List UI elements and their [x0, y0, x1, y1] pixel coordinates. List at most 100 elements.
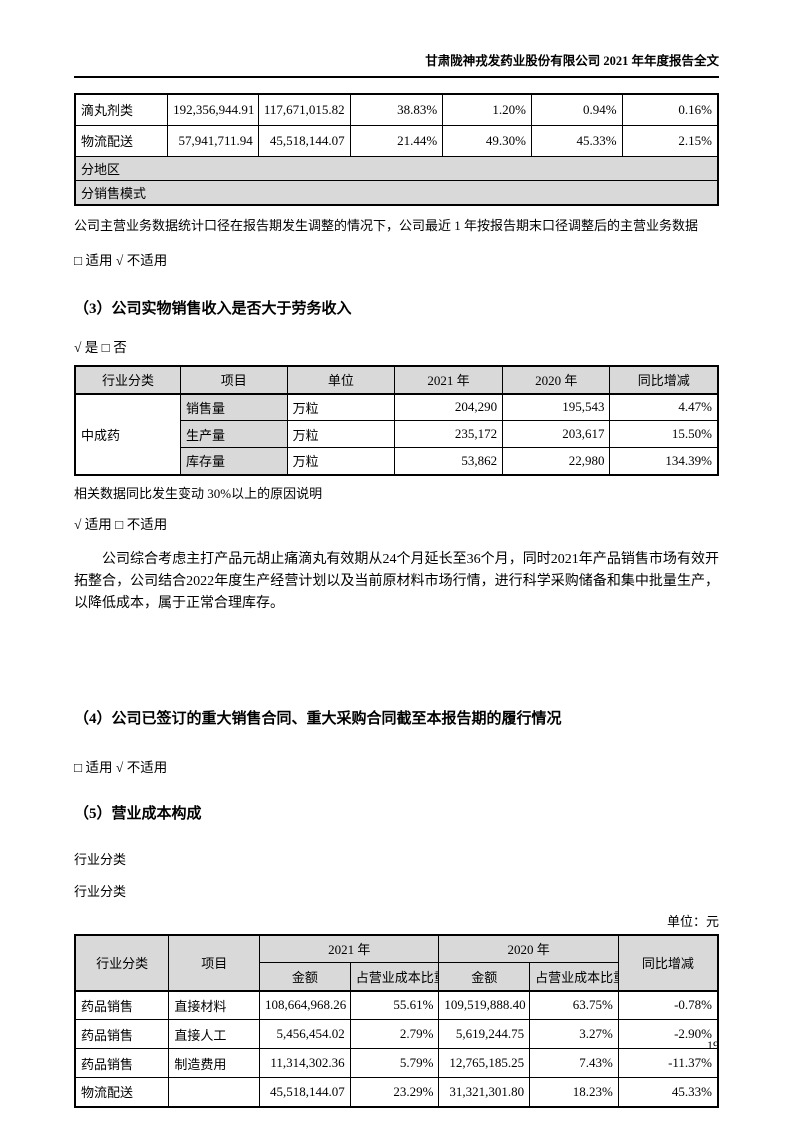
table-header-row: 行业分类 项目 单位 2021 年 2020 年 同比增减	[74, 365, 719, 395]
table-cell: 药品销售	[74, 1019, 170, 1049]
table-cell: 销售量	[179, 393, 288, 421]
checkbox-line-applicable: √ 适用 □ 不适用	[74, 516, 168, 532]
table-cell: 45.33%	[530, 124, 623, 157]
table-row: 库存量 万粒 53,862 22,980 134.39%	[75, 447, 719, 475]
industry-classification-label: 行业分类	[74, 883, 127, 899]
column-header: 项目	[179, 365, 288, 395]
table-row: 药品销售 直接材料 108,664,968.26 55.61% 109,519,…	[74, 990, 719, 1020]
table-cell: 108,664,968.26	[259, 990, 351, 1020]
column-header: 行业分类	[74, 365, 181, 395]
table-cell: 31,321,301.80	[438, 1077, 531, 1107]
column-header: 2021 年	[394, 365, 504, 395]
revenue-breakdown-table: 滴丸剂类 192,356,944.91 117,671,015.82 38.83…	[74, 93, 719, 206]
note-change-reason: 相关数据同比发生变动 30%以上的原因说明	[74, 485, 323, 501]
table-cell: 2.15%	[621, 124, 719, 157]
table-cell: 204,290	[394, 393, 504, 421]
column-header-2021: 2021 年	[259, 934, 440, 963]
table-cell: 53,862	[394, 447, 504, 475]
table-section-row: 分销售模式	[74, 179, 719, 205]
section-5-heading: （5）营业成本构成	[74, 805, 202, 822]
table-section-cell: 分销售模式	[74, 179, 719, 205]
table-cell: 5,619,244.75	[438, 1019, 531, 1049]
operating-cost-table: 行业分类 项目 2021 年 2020 年 同比增减 金额 占营业成本比重 金额…	[74, 933, 719, 1108]
table-cell: 22,980	[502, 447, 611, 475]
table-cell: -11.37%	[617, 1048, 719, 1078]
table-cell	[168, 1077, 261, 1107]
table-cell: 57,941,711.94	[167, 124, 259, 157]
table-cell: 物流配送	[74, 124, 169, 157]
report-header-title: 甘肃陇神戎发药业股份有限公司 2021 年年度报告全文	[74, 0, 719, 78]
table-cell: -0.78%	[617, 990, 719, 1020]
explanation-paragraph: 公司综合考虑主打产品元胡止痛滴丸有效期从24个月延长至36个月，同时2021年产…	[74, 551, 719, 611]
table-cell: 45,518,144.07	[257, 124, 351, 157]
table-cell: 4.47%	[609, 393, 719, 421]
table-cell: 45,518,144.07	[259, 1077, 351, 1107]
table-cell: 滴丸剂类	[74, 93, 169, 126]
table-section-row: 分地区	[74, 155, 719, 181]
column-subheader: 占营业成本比重	[529, 962, 619, 992]
page-number: 19	[707, 1038, 719, 1052]
table-cell: 5.79%	[349, 1048, 440, 1078]
note-adjustment: 公司主营业务数据统计口径在报告期发生调整的情况下，公司最近 1 年按报告期末口径…	[74, 217, 699, 233]
table-row: 生产量 万粒 235,172 203,617 15.50%	[75, 420, 719, 448]
checkbox-line-not-applicable: □ 适用 √ 不适用	[74, 759, 168, 775]
column-header: 同比增减	[609, 365, 719, 395]
sales-volume-table: 行业分类 项目 单位 2021 年 2020 年 同比增减 中成药 销售量 万粒…	[74, 364, 719, 476]
table-cell: 235,172	[394, 420, 504, 448]
table-cell: 直接材料	[168, 990, 261, 1020]
table-cell: 49.30%	[442, 124, 532, 157]
table-cell: 38.83%	[349, 93, 444, 126]
table-header-row: 行业分类 项目 2021 年 2020 年 同比增减	[74, 934, 719, 992]
table-cell: 192,356,944.91	[167, 93, 259, 126]
unit-label: 单位：元	[666, 913, 719, 929]
column-header: 同比增减	[617, 934, 719, 992]
table-cell: 万粒	[286, 420, 396, 448]
table-row: 物流配送 45,518,144.07 23.29% 31,321,301.80 …	[74, 1077, 719, 1107]
table-row: 物流配送 57,941,711.94 45,518,144.07 21.44% …	[74, 124, 719, 157]
table-row: 药品销售 直接人工 5,456,454.02 2.79% 5,619,244.7…	[74, 1019, 719, 1049]
column-header: 单位	[286, 365, 396, 395]
table-cell: 21.44%	[349, 124, 444, 157]
column-header: 2020 年	[502, 365, 611, 395]
table-cell: 5,456,454.02	[259, 1019, 351, 1049]
table-cell: 23.29%	[349, 1077, 440, 1107]
table-cell: 万粒	[286, 393, 396, 421]
table-cell: 63.75%	[529, 990, 619, 1020]
table-cell: 203,617	[502, 420, 611, 448]
table-cell: 109,519,888.40	[438, 990, 531, 1020]
table-cell: 15.50%	[609, 420, 719, 448]
section-4-heading: （4）公司已签订的重大销售合同、重大采购合同截至本报告期的履行情况	[74, 710, 562, 727]
table-cell: 45.33%	[617, 1077, 719, 1107]
column-header: 项目	[168, 934, 261, 992]
column-header-2020: 2020 年	[438, 934, 619, 963]
table-section-cell: 分地区	[74, 155, 719, 181]
table-cell: -2.90%	[617, 1019, 719, 1049]
section-3-heading: （3）公司实物销售收入是否大于劳务收入	[74, 300, 352, 317]
table-cell: 117,671,015.82	[257, 93, 351, 126]
column-subheader: 金额	[259, 962, 351, 992]
industry-classification-label: 行业分类	[74, 851, 127, 867]
table-cell: 生产量	[179, 420, 288, 448]
table-cell: 0.94%	[530, 93, 623, 126]
checkbox-line-not-applicable: □ 适用 √ 不适用	[74, 252, 168, 268]
table-cell: 制造费用	[168, 1048, 261, 1078]
table-cell: 0.16%	[621, 93, 719, 126]
table-cell: 11,314,302.36	[259, 1048, 351, 1078]
table-cell: 3.27%	[529, 1019, 619, 1049]
column-header: 行业分类	[74, 934, 170, 992]
table-cell: 直接人工	[168, 1019, 261, 1049]
column-subheader: 金额	[438, 962, 531, 992]
table-cell: 万粒	[286, 447, 396, 475]
table-cell: 1.20%	[442, 93, 532, 126]
table-cell: 药品销售	[74, 990, 170, 1020]
industry-cell: 中成药	[74, 393, 181, 475]
table-cell: 物流配送	[74, 1077, 170, 1107]
table-row: 滴丸剂类 192,356,944.91 117,671,015.82 38.83…	[74, 93, 719, 126]
table-subheader-row: 金额 占营业成本比重 金额 占营业成本比重	[75, 962, 718, 992]
table-cell: 12,765,185.25	[438, 1048, 531, 1078]
column-subheader: 占营业成本比重	[349, 962, 440, 992]
table-cell: 7.43%	[529, 1048, 619, 1078]
table-row: 中成药 销售量 万粒 204,290 195,543 4.47%	[74, 393, 719, 475]
table-cell: 55.61%	[349, 990, 440, 1020]
table-cell: 18.23%	[529, 1077, 619, 1107]
